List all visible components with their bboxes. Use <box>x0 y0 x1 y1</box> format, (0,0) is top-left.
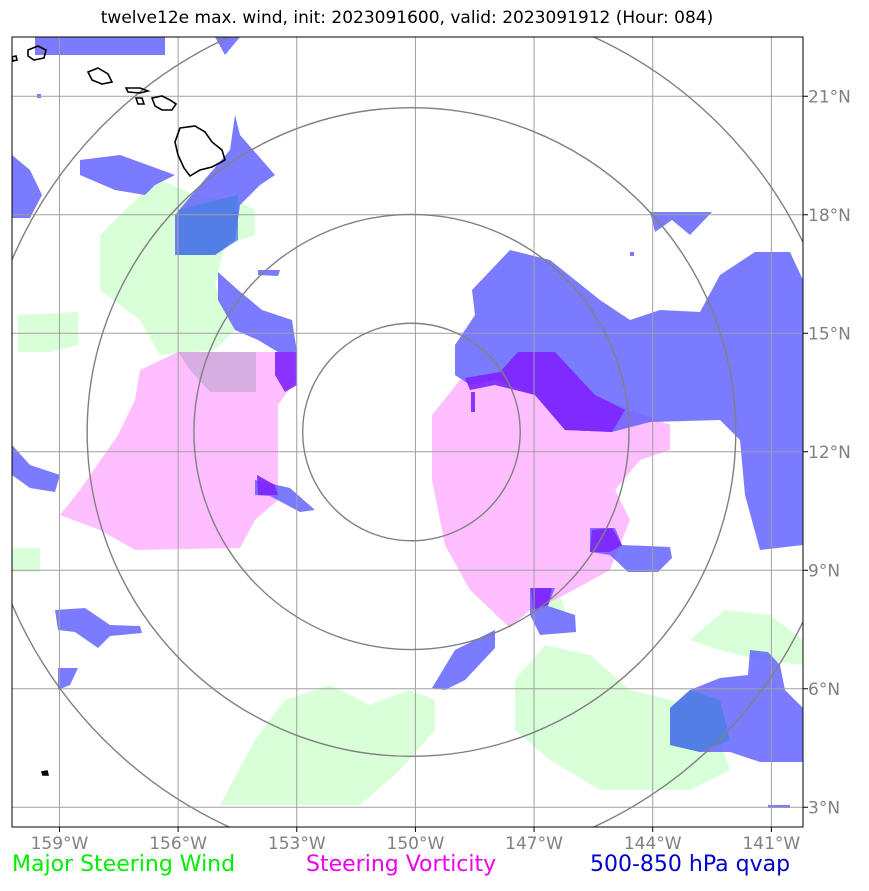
qvap-area-west-edge <box>12 155 42 218</box>
latitude-tick-label: 12°N <box>808 443 851 463</box>
qvap-area-s-mid <box>432 630 495 690</box>
longitude-tick-label: 159°W <box>31 834 89 854</box>
wind-area-se <box>515 645 730 790</box>
qvap-area-diagonal <box>218 272 297 352</box>
island-maui <box>150 95 178 111</box>
overlap-west <box>275 352 297 392</box>
overlap-se <box>590 528 622 552</box>
mixed-area <box>178 352 256 392</box>
qvap-area-left-edge <box>12 445 60 492</box>
island-oahu <box>86 67 114 85</box>
longitude-tick-label: 156°W <box>149 834 207 854</box>
qvap-area-east-large <box>455 250 803 550</box>
qvap-area-dot2 <box>630 252 634 256</box>
longitude-tick-label: 141°W <box>742 834 800 854</box>
island-molokai <box>124 87 151 94</box>
map-title: twelve12e max. wind, init: 2023091600, v… <box>100 8 714 28</box>
overlap-areas <box>257 352 625 610</box>
latitude-tick-label: 6°N <box>808 680 840 700</box>
distance-ring <box>193 213 630 651</box>
latitude-tick-label: 18°N <box>808 206 851 226</box>
legend-qvap: 500-850 hPa qvap <box>590 852 791 877</box>
latitude-tick-label: 15°N <box>808 324 851 344</box>
qvap-area-small-a <box>258 270 280 276</box>
island-big <box>174 125 226 178</box>
mixed-area-se <box>670 690 730 752</box>
qvap-area-sw-a <box>55 608 142 648</box>
qvap-area-north-strip <box>80 155 175 195</box>
latitude-tick-label: 21°N <box>808 87 851 107</box>
wind-area-e <box>690 610 803 665</box>
overlap-east <box>465 352 625 432</box>
distance-rings <box>12 37 803 827</box>
qvap-area-nw-top <box>35 37 165 55</box>
graticule <box>12 37 803 827</box>
legend-steering-vorticity: Steering Vorticity <box>306 852 497 877</box>
island-niihau <box>12 55 18 62</box>
longitude-tick-label: 153°W <box>268 834 326 854</box>
overlap-mid <box>257 475 278 495</box>
qvap-area-sw-b <box>58 668 78 690</box>
latitude-ticks: 3°N 6°N 9°N 12°N 15°N 18°N 21°N <box>803 87 851 818</box>
hawaii-coastline <box>12 45 226 776</box>
mixed-area-blue <box>178 195 238 255</box>
longitude-ticks: 159°W 156°W 153°W 150°W 147°W 144°W 141°W <box>31 827 800 854</box>
wind-area-w <box>18 312 78 352</box>
qvap-area-top-mid <box>215 37 240 55</box>
island-lanai <box>134 97 146 105</box>
overlap-stripe <box>471 392 475 412</box>
overlap-s <box>531 588 552 610</box>
plot-frame <box>11 36 804 828</box>
longitude-tick-label: 150°W <box>387 834 445 854</box>
distance-ring <box>86 106 737 758</box>
qvap-area-ne-small <box>650 212 712 235</box>
island-tiny <box>40 770 50 776</box>
longitude-tick-label: 144°W <box>624 834 682 854</box>
distance-ring <box>301 322 521 542</box>
latitude-tick-label: 9°N <box>808 561 840 581</box>
latitude-tick-label: 3°N <box>808 798 840 818</box>
legend-steering-wind: Major Steering Wind <box>12 852 236 877</box>
longitude-tick-label: 147°W <box>505 834 563 854</box>
island-kauai <box>27 45 47 61</box>
wind-area-sw <box>12 548 40 572</box>
